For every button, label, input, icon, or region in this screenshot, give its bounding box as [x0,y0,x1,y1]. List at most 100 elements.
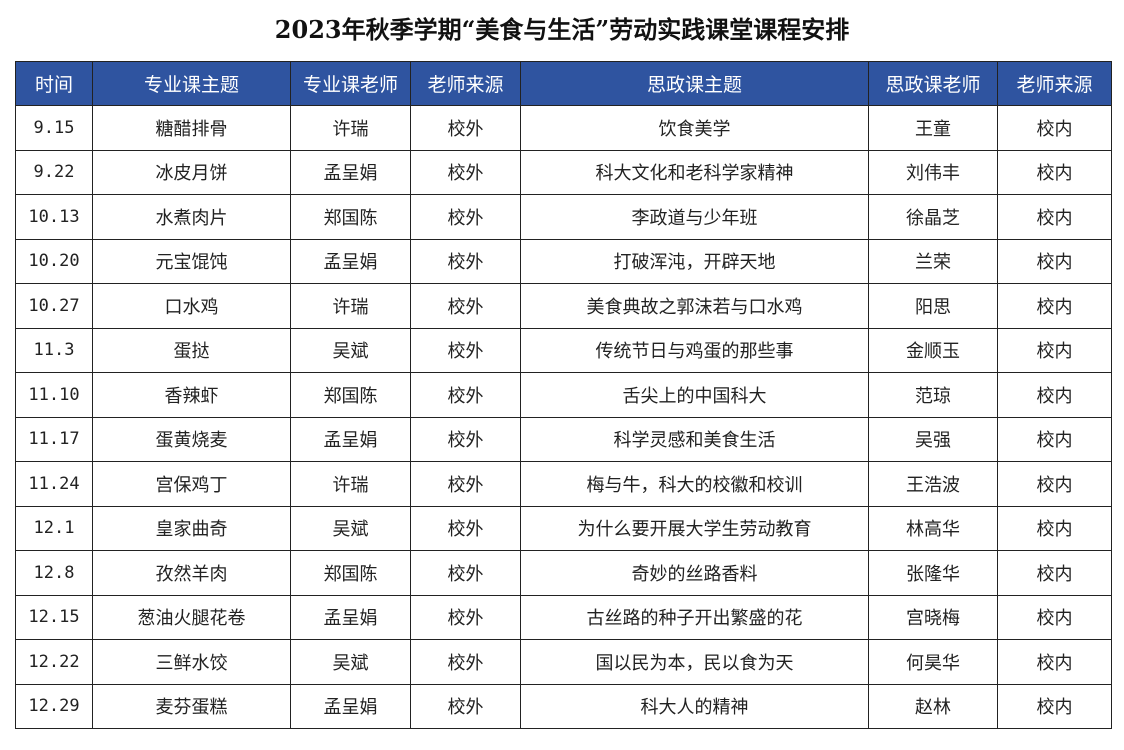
cell-major-teacher: 吴斌 [290,327,411,373]
cell-major-topic: 水煮肉片 [92,194,291,240]
cell-major-source: 校外 [410,683,521,729]
cell-major-teacher: 郑国陈 [290,550,411,596]
cell-ideology-source: 校内 [997,594,1112,640]
column-header-ideology-source: 老师来源 [997,61,1112,106]
cell-major-teacher: 孟呈娟 [290,594,411,640]
cell-date: 10.20 [15,238,93,284]
cell-major-source: 校外 [410,372,521,418]
cell-major-teacher: 孟呈娟 [290,238,411,284]
cell-ideology-source: 校内 [997,194,1112,240]
column-header-ideology-topic: 思政课主题 [520,61,869,106]
table-row: 10.27 口水鸡 许瑞 校外 美食典故之郭沫若与口水鸡 阳思 校内 [15,283,1112,329]
cell-major-source: 校外 [410,594,521,640]
table-row: 11.17 蛋黄烧麦 孟呈娟 校外 科学灵感和美食生活 吴强 校内 [15,416,1112,462]
cell-major-source: 校外 [410,283,521,329]
cell-major-teacher: 孟呈娟 [290,149,411,195]
cell-ideology-teacher: 张隆华 [868,550,998,596]
cell-major-teacher: 许瑞 [290,105,411,151]
cell-ideology-source: 校内 [997,416,1112,462]
cell-ideology-topic: 饮食美学 [520,105,869,151]
table-row: 12.1 皇家曲奇 吴斌 校外 为什么要开展大学生劳动教育 林高华 校内 [15,505,1112,551]
cell-major-topic: 口水鸡 [92,283,291,329]
cell-ideology-teacher: 金顺玉 [868,327,998,373]
cell-ideology-topic: 科大人的精神 [520,683,869,729]
cell-ideology-topic: 美食典故之郭沫若与口水鸡 [520,283,869,329]
cell-major-source: 校外 [410,327,521,373]
cell-major-source: 校外 [410,550,521,596]
cell-ideology-teacher: 何昊华 [868,639,998,685]
cell-major-topic: 冰皮月饼 [92,149,291,195]
cell-ideology-teacher: 刘伟丰 [868,149,998,195]
cell-ideology-topic: 奇妙的丝路香料 [520,550,869,596]
cell-ideology-teacher: 林高华 [868,505,998,551]
cell-major-topic: 蛋挞 [92,327,291,373]
cell-ideology-teacher: 兰荣 [868,238,998,284]
cell-ideology-teacher: 吴强 [868,416,998,462]
cell-date: 12.15 [15,594,93,640]
cell-ideology-source: 校内 [997,105,1112,151]
table-row: 11.24 宫保鸡丁 许瑞 校外 梅与牛，科大的校徽和校训 王浩波 校内 [15,461,1112,507]
cell-ideology-source: 校内 [997,372,1112,418]
cell-date: 12.22 [15,639,93,685]
cell-major-topic: 皇家曲奇 [92,505,291,551]
column-header-date: 时间 [15,61,93,106]
table-row: 9.22 冰皮月饼 孟呈娟 校外 科大文化和老科学家精神 刘伟丰 校内 [15,149,1112,195]
cell-major-source: 校外 [410,238,521,284]
column-header-major-source: 老师来源 [410,61,521,106]
cell-major-source: 校外 [410,416,521,462]
cell-major-teacher: 孟呈娟 [290,683,411,729]
cell-major-source: 校外 [410,149,521,195]
cell-ideology-teacher: 王浩波 [868,461,998,507]
header-row: 时间 专业课主题 专业课老师 老师来源 思政课主题 思政课老师 老师来源 [15,61,1112,106]
table-row: 12.29 麦芬蛋糕 孟呈娟 校外 科大人的精神 赵林 校内 [15,683,1112,729]
cell-major-topic: 糖醋排骨 [92,105,291,151]
cell-major-teacher: 许瑞 [290,461,411,507]
cell-ideology-source: 校内 [997,550,1112,596]
cell-ideology-source: 校内 [997,505,1112,551]
cell-date: 12.1 [15,505,93,551]
cell-major-teacher: 吴斌 [290,505,411,551]
cell-major-teacher: 郑国陈 [290,194,411,240]
cell-ideology-topic: 科学灵感和美食生活 [520,416,869,462]
table-row: 12.15 葱油火腿花卷 孟呈娟 校外 古丝路的种子开出繁盛的花 宫晓梅 校内 [15,594,1112,640]
cell-major-topic: 麦芬蛋糕 [92,683,291,729]
cell-date: 11.3 [15,327,93,373]
table-row: 9.15 糖醋排骨 许瑞 校外 饮食美学 王童 校内 [15,105,1112,151]
cell-ideology-teacher: 范琼 [868,372,998,418]
cell-date: 11.24 [15,461,93,507]
table-row: 10.13 水煮肉片 郑国陈 校外 李政道与少年班 徐晶芝 校内 [15,194,1112,240]
table-row: 12.22 三鲜水饺 吴斌 校外 国以民为本，民以食为天 何昊华 校内 [15,639,1112,685]
cell-ideology-source: 校内 [997,683,1112,729]
table-row: 11.3 蛋挞 吴斌 校外 传统节日与鸡蛋的那些事 金顺玉 校内 [15,327,1112,373]
cell-major-topic: 宫保鸡丁 [92,461,291,507]
cell-ideology-source: 校内 [997,283,1112,329]
cell-ideology-teacher: 徐晶芝 [868,194,998,240]
cell-date: 12.29 [15,683,93,729]
cell-major-source: 校外 [410,639,521,685]
cell-major-source: 校外 [410,194,521,240]
cell-major-topic: 蛋黄烧麦 [92,416,291,462]
cell-ideology-topic: 国以民为本，民以食为天 [520,639,869,685]
cell-major-topic: 三鲜水饺 [92,639,291,685]
page-title: 2023年秋季学期“美食与生活”劳动实践课堂课程安排 [274,15,850,44]
cell-ideology-topic: 科大文化和老科学家精神 [520,149,869,195]
cell-major-source: 校外 [410,505,521,551]
column-header-ideology-teacher: 思政课老师 [868,61,998,106]
table-row: 11.10 香辣虾 郑国陈 校外 舌尖上的中国科大 范琼 校内 [15,372,1112,418]
cell-ideology-topic: 传统节日与鸡蛋的那些事 [520,327,869,373]
cell-major-source: 校外 [410,105,521,151]
cell-date: 9.22 [15,149,93,195]
cell-ideology-topic: 舌尖上的中国科大 [520,372,869,418]
cell-ideology-teacher: 赵林 [868,683,998,729]
cell-date: 9.15 [15,105,93,151]
cell-ideology-source: 校内 [997,639,1112,685]
table-row: 10.20 元宝馄饨 孟呈娟 校外 打破浑沌，开辟天地 兰荣 校内 [15,238,1112,284]
cell-ideology-teacher: 王童 [868,105,998,151]
cell-ideology-source: 校内 [997,149,1112,195]
cell-major-teacher: 孟呈娟 [290,416,411,462]
cell-major-topic: 葱油火腿花卷 [92,594,291,640]
cell-ideology-source: 校内 [997,327,1112,373]
cell-date: 10.27 [15,283,93,329]
cell-ideology-teacher: 宫晓梅 [868,594,998,640]
cell-major-teacher: 许瑞 [290,283,411,329]
